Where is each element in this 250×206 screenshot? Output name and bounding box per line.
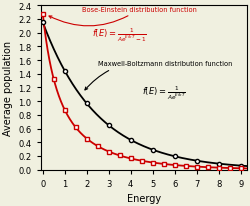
X-axis label: Energy: Energy [127,193,161,203]
Text: Maxwell-Boltzmann distribution function: Maxwell-Boltzmann distribution function [85,61,232,90]
Text: Bose-Einstein distribution function: Bose-Einstein distribution function [49,7,197,27]
Y-axis label: Average population: Average population [3,41,13,135]
Text: $f(E) = \frac{1}{Ae^{E/kT}}$: $f(E) = \frac{1}{Ae^{E/kT}}$ [142,85,186,102]
Text: $f(E) = \frac{1}{Ae^{E/kT} - 1}$: $f(E) = \frac{1}{Ae^{E/kT} - 1}$ [92,27,147,44]
